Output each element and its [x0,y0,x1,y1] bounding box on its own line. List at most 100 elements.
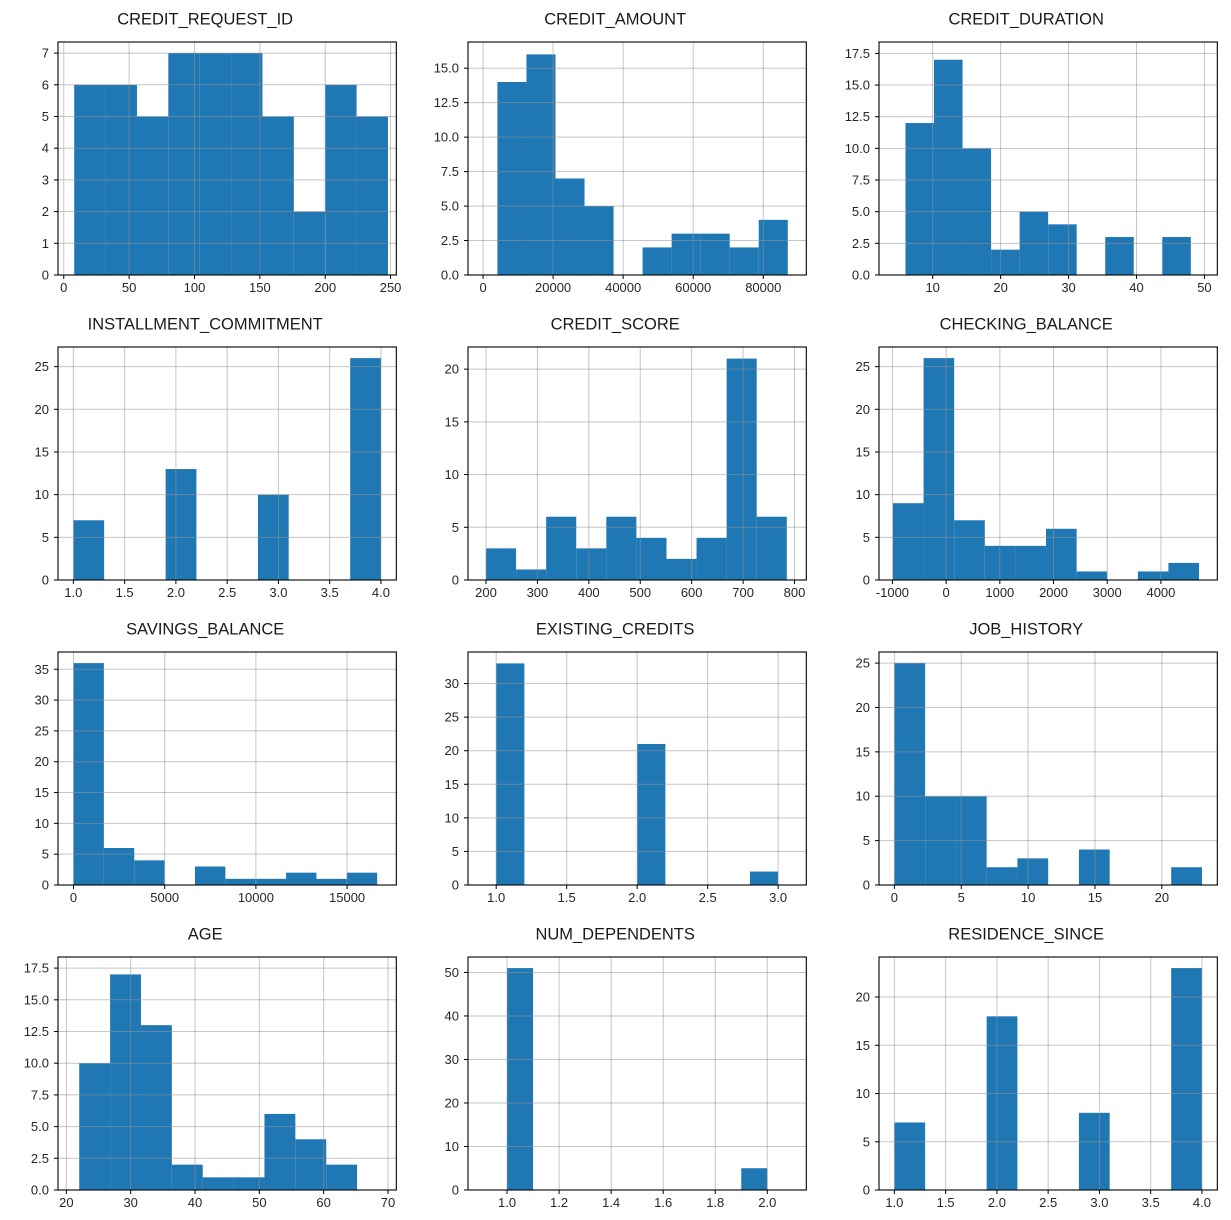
svg-text:10000: 10000 [238,890,274,905]
svg-text:50: 50 [122,280,136,295]
svg-text:SAVINGS_BALANCE: SAVINGS_BALANCE [126,620,284,638]
svg-text:3.0: 3.0 [269,585,287,600]
svg-text:600: 600 [681,585,703,600]
svg-text:EXISTING_CREDITS: EXISTING_CREDITS [536,620,694,638]
svg-text:50: 50 [1197,280,1211,295]
svg-text:1.4: 1.4 [602,1195,620,1210]
svg-text:1.0: 1.0 [487,890,505,905]
svg-text:25: 25 [855,656,869,671]
svg-text:4000: 4000 [1146,585,1175,600]
svg-text:5: 5 [862,1134,869,1149]
svg-text:2.0: 2.0 [628,890,646,905]
svg-text:500: 500 [630,585,652,600]
svg-text:15: 15 [855,744,869,759]
svg-text:20: 20 [35,402,49,417]
svg-text:30: 30 [445,1052,459,1067]
svg-text:CREDIT_REQUEST_ID: CREDIT_REQUEST_ID [117,10,293,28]
svg-text:30: 30 [35,693,49,708]
svg-text:30: 30 [445,676,459,691]
svg-text:0: 0 [60,280,67,295]
svg-text:700: 700 [733,585,755,600]
svg-text:0: 0 [42,877,49,892]
svg-text:1.5: 1.5 [558,890,576,905]
svg-text:0.0: 0.0 [852,267,870,282]
svg-text:20: 20 [445,362,459,377]
svg-text:2.5: 2.5 [852,236,870,251]
svg-text:7.5: 7.5 [852,173,870,188]
svg-text:70: 70 [381,1195,395,1210]
svg-text:1.5: 1.5 [116,585,134,600]
svg-text:10: 10 [855,487,869,502]
svg-text:200: 200 [314,280,336,295]
svg-text:3.5: 3.5 [321,585,339,600]
svg-text:40: 40 [188,1195,202,1210]
svg-text:10: 10 [35,487,49,502]
svg-text:1.0: 1.0 [64,585,82,600]
svg-text:30: 30 [123,1195,137,1210]
svg-text:12.5: 12.5 [24,1024,49,1039]
svg-text:20: 20 [35,754,49,769]
svg-text:1: 1 [42,236,49,251]
svg-text:15: 15 [855,444,869,459]
svg-text:7: 7 [42,46,49,61]
svg-text:20: 20 [1154,890,1168,905]
svg-text:0: 0 [890,890,897,905]
svg-text:2000: 2000 [1039,585,1068,600]
svg-text:15: 15 [1087,890,1101,905]
svg-text:100: 100 [184,280,206,295]
svg-text:15.0: 15.0 [24,992,49,1007]
svg-text:150: 150 [249,280,271,295]
svg-text:15: 15 [35,444,49,459]
svg-text:5.0: 5.0 [441,199,459,214]
svg-text:3.5: 3.5 [1141,1195,1159,1210]
svg-text:1.0: 1.0 [498,1195,516,1210]
svg-text:15.0: 15.0 [434,61,459,76]
svg-text:30: 30 [1061,280,1075,295]
svg-text:15: 15 [445,414,459,429]
svg-text:10: 10 [445,1139,459,1154]
svg-text:15: 15 [855,1038,869,1053]
svg-text:5.0: 5.0 [852,204,870,219]
svg-text:0: 0 [862,877,869,892]
svg-text:2: 2 [42,204,49,219]
svg-text:7.5: 7.5 [441,164,459,179]
svg-text:40: 40 [1129,280,1143,295]
svg-text:80000: 80000 [746,280,782,295]
svg-text:5: 5 [862,530,869,545]
svg-text:250: 250 [380,280,402,295]
svg-text:400: 400 [578,585,600,600]
svg-text:6: 6 [42,77,49,92]
svg-text:1.8: 1.8 [707,1195,725,1210]
svg-text:10.0: 10.0 [24,1056,49,1071]
svg-text:0: 0 [452,1182,459,1197]
svg-text:2.5: 2.5 [218,585,236,600]
svg-text:10: 10 [855,1086,869,1101]
svg-text:20: 20 [855,700,869,715]
svg-text:5.0: 5.0 [31,1119,49,1134]
svg-text:5: 5 [452,520,459,535]
svg-text:1000: 1000 [985,585,1014,600]
svg-text:7.5: 7.5 [31,1087,49,1102]
svg-text:5: 5 [42,109,49,124]
svg-text:0: 0 [42,267,49,282]
svg-text:50: 50 [445,965,459,980]
svg-text:15.0: 15.0 [844,78,869,93]
svg-text:20: 20 [445,743,459,758]
svg-text:10.0: 10.0 [434,130,459,145]
svg-text:25: 25 [445,710,459,725]
svg-text:15: 15 [445,777,459,792]
svg-text:5: 5 [42,847,49,862]
svg-text:3.0: 3.0 [769,890,787,905]
svg-text:1.0: 1.0 [885,1195,903,1210]
svg-text:4.0: 4.0 [1193,1195,1211,1210]
svg-text:3000: 3000 [1092,585,1121,600]
svg-text:10: 10 [445,467,459,482]
svg-text:1.6: 1.6 [654,1195,672,1210]
svg-text:25: 25 [35,723,49,738]
svg-text:10: 10 [855,789,869,804]
svg-text:5: 5 [957,890,964,905]
svg-text:10: 10 [1021,890,1035,905]
svg-text:CHECKING_BALANCE: CHECKING_BALANCE [939,315,1112,333]
svg-text:0: 0 [452,572,459,587]
svg-text:3.0: 3.0 [1090,1195,1108,1210]
